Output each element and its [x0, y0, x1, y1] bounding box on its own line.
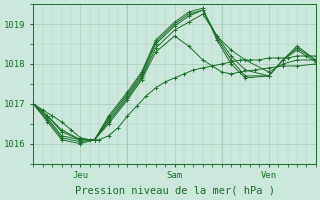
X-axis label: Pression niveau de la mer( hPa ): Pression niveau de la mer( hPa ): [75, 186, 275, 196]
